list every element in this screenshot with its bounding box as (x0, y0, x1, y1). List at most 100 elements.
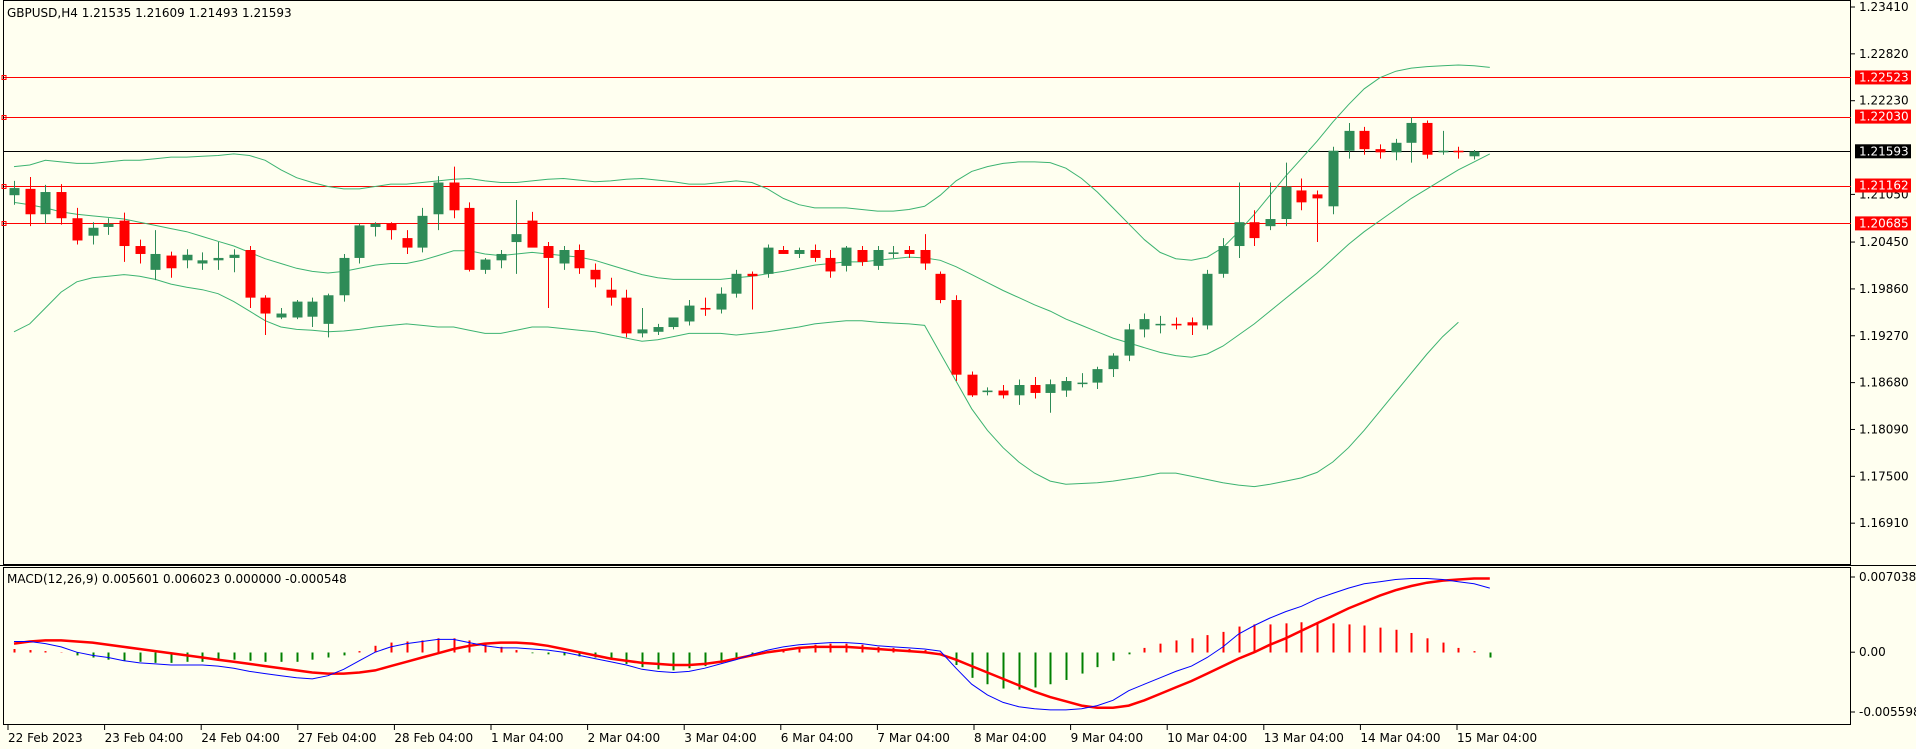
candle-body (150, 253, 161, 270)
time-axis-label: 14 Mar 04:00 (1360, 731, 1440, 745)
time-axis-label: 24 Feb 04:00 (201, 731, 280, 745)
candle-body (103, 223, 114, 227)
candle-body (1030, 385, 1041, 393)
candle-body (716, 293, 727, 310)
candle-body (464, 207, 475, 270)
time-axis-label: 23 Feb 04:00 (105, 731, 184, 745)
candle-body (260, 297, 271, 314)
price-series-layer (1, 64, 1851, 488)
current-price-tag (1855, 144, 1911, 159)
axis-layer: 1.234101.228201.222301.210501.204501.198… (7, 0, 1916, 745)
candle-body (1438, 150, 1449, 153)
candle-body (1281, 186, 1292, 220)
macd-series-layer (13, 577, 1492, 711)
candle-body (135, 246, 146, 254)
candle-body (56, 192, 67, 219)
price-level-tag (1855, 109, 1911, 124)
candle-body (402, 238, 413, 248)
candle-body (967, 374, 978, 396)
candle-body (637, 329, 648, 334)
price-level-tag (1855, 178, 1911, 193)
candle-body (496, 253, 507, 261)
price-axis-label: 1.18090 (1859, 422, 1909, 436)
macd-axis-label: 0.007038 (1859, 570, 1916, 584)
time-axis-label: 7 Mar 04:00 (877, 731, 950, 745)
candle-body (1187, 322, 1198, 326)
price-level-anchor (1, 75, 7, 80)
candle-body (1422, 122, 1433, 155)
price-axis-label: 1.22820 (1859, 47, 1909, 61)
candle-body (1218, 246, 1229, 274)
candle-body (1077, 382, 1088, 385)
candle-body (731, 273, 742, 294)
candle-body (166, 255, 177, 269)
candle-body (1139, 319, 1150, 330)
time-axis-label: 2 Mar 04:00 (588, 731, 661, 745)
price-axis-label: 1.18680 (1859, 376, 1909, 390)
macd-signal-line (13, 577, 1490, 709)
price-level-tag (1855, 70, 1911, 85)
candle-body (182, 254, 193, 261)
candle-body (1359, 130, 1370, 150)
price-level-anchor (1, 221, 7, 226)
candle-body (119, 220, 130, 247)
time-axis-label: 10 Mar 04:00 (1167, 731, 1247, 745)
candle-body (480, 259, 491, 270)
candle-body (1469, 151, 1480, 157)
candle-body (747, 273, 758, 277)
time-axis-label: 13 Mar 04:00 (1264, 731, 1344, 745)
candle-body (1155, 323, 1166, 326)
price-level-tag-label: 1.20685 (1859, 216, 1909, 230)
current-price-tag-label: 1.21593 (1859, 144, 1909, 158)
candle-body (1092, 369, 1103, 383)
candle-body (1406, 122, 1417, 143)
candle-body (590, 269, 601, 280)
candle-body (873, 250, 884, 266)
candle-body (700, 307, 711, 310)
price-level-tag-label: 1.21162 (1859, 179, 1909, 193)
candle-body (982, 390, 993, 393)
candle-body (825, 257, 836, 272)
candle-body (213, 257, 224, 261)
price-axis-label: 1.17500 (1859, 469, 1909, 483)
candle-body (417, 215, 428, 248)
candle-body (1045, 384, 1056, 393)
time-axis-label: 8 Mar 04:00 (974, 731, 1047, 745)
candle-body (88, 227, 99, 236)
candle-body (1234, 222, 1245, 247)
candle-body (25, 188, 36, 215)
candle-body (245, 250, 256, 298)
candle-body (1124, 329, 1135, 356)
candle-body (1265, 219, 1276, 227)
candle-body (40, 192, 51, 215)
candle-body (778, 250, 789, 254)
candle-body (1296, 190, 1307, 203)
candle-body (276, 313, 287, 318)
candle-body (527, 220, 538, 248)
candle-body (386, 223, 397, 231)
price-level-tag (1855, 216, 1911, 231)
candle-body (1375, 149, 1386, 153)
candle-body (841, 247, 852, 266)
candle-body (951, 300, 962, 375)
time-axis-label: 6 Mar 04:00 (781, 731, 854, 745)
time-axis-label: 9 Mar 04:00 (1071, 731, 1144, 745)
candle-body (606, 289, 617, 298)
candle-body (1344, 130, 1355, 151)
candle-body (857, 250, 868, 262)
candle-body (684, 305, 695, 322)
candle-body (1171, 323, 1182, 326)
candle-body (1391, 142, 1402, 153)
candle-body (653, 327, 664, 332)
time-axis-label: 28 Feb 04:00 (394, 731, 473, 745)
candle-body (307, 301, 318, 317)
candle-body (998, 390, 1009, 396)
macd-pane-frame (3, 567, 1851, 725)
candle-body (574, 250, 585, 269)
candle-body (370, 223, 381, 227)
price-axis-label: 1.16910 (1859, 516, 1909, 530)
candle-body (1312, 194, 1323, 199)
candle-body (1202, 273, 1213, 326)
